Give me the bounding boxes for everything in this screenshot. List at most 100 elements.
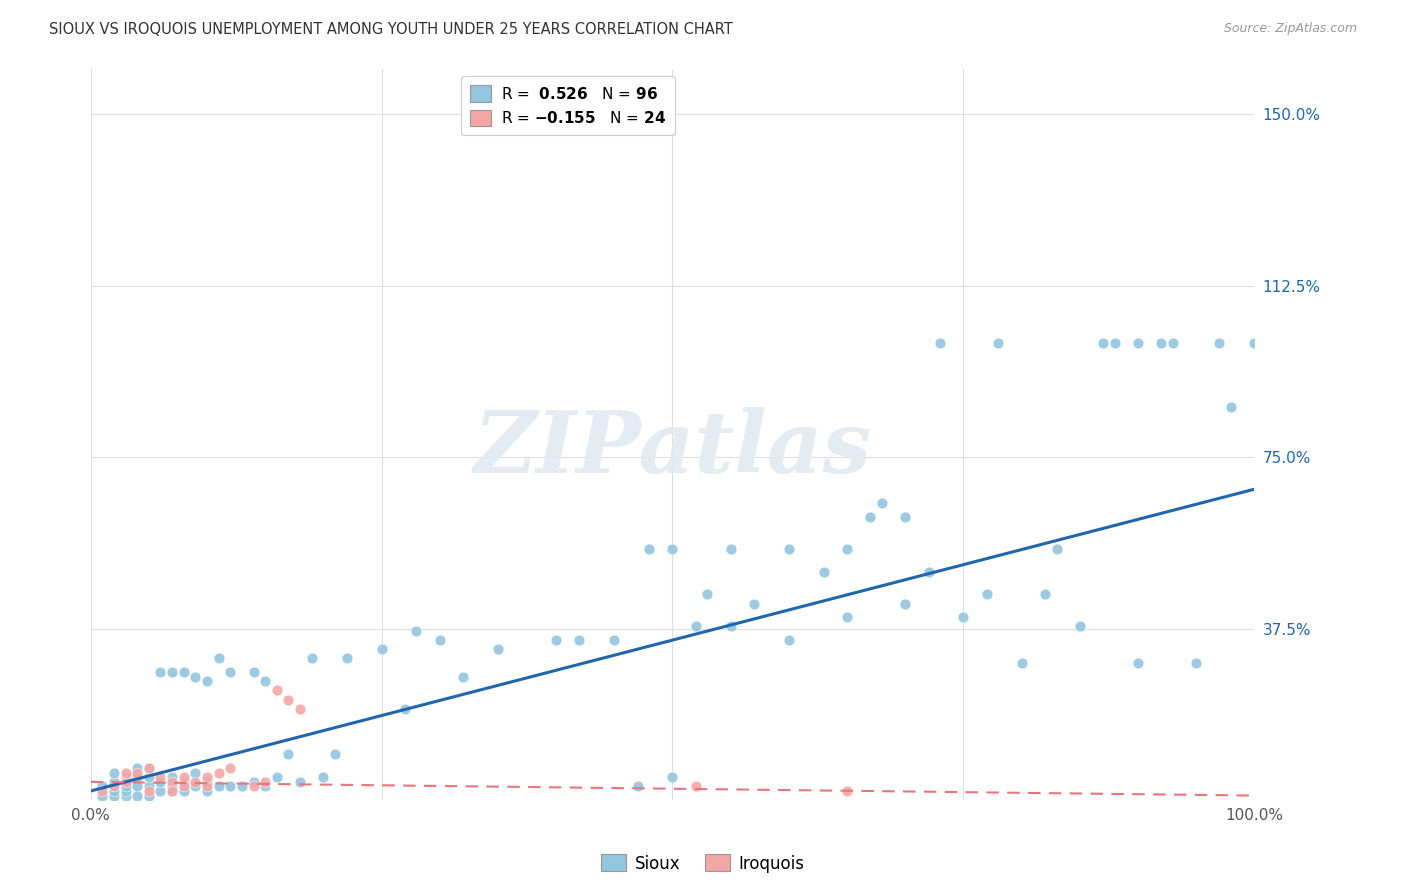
Point (103, 789, 125, 803)
Point (242, 775, 264, 789)
Point (149, 770, 172, 784)
Point (127, 789, 149, 803)
Point (138, 770, 160, 784)
Point (685, 619, 707, 633)
Point (138, 789, 160, 803)
Point (813, 565, 835, 579)
Point (1243, 335, 1265, 350)
Point (429, 633, 451, 648)
Point (195, 674, 218, 689)
Point (160, 770, 183, 784)
Point (277, 692, 299, 706)
Point (114, 775, 136, 789)
Point (312, 770, 335, 784)
Point (835, 541, 858, 556)
Point (1033, 587, 1056, 601)
Point (195, 770, 218, 784)
Point (685, 780, 707, 794)
Legend: Sioux, Iroquois: Sioux, Iroquois (595, 847, 811, 880)
Point (486, 642, 509, 657)
Point (1092, 335, 1115, 350)
Point (207, 780, 229, 794)
Point (254, 775, 277, 789)
Point (254, 780, 277, 794)
Point (835, 610, 858, 624)
Point (173, 665, 195, 679)
Text: SIOUX VS IROQUOIS UNEMPLOYMENT AMONG YOUTH UNDER 25 YEARS CORRELATION CHART: SIOUX VS IROQUOIS UNEMPLOYMENT AMONG YOU… (49, 22, 733, 37)
Point (277, 747, 299, 762)
Point (195, 775, 218, 789)
Point (242, 780, 264, 794)
Point (266, 683, 288, 698)
Text: ZIPatlas: ZIPatlas (474, 408, 872, 491)
Point (254, 674, 277, 689)
Point (160, 775, 183, 789)
Point (917, 565, 939, 579)
Point (1011, 656, 1033, 670)
Point (103, 780, 125, 794)
Point (160, 784, 183, 798)
Point (114, 770, 136, 784)
Point (160, 665, 183, 679)
Point (976, 587, 998, 601)
Point (138, 761, 160, 775)
Point (1045, 541, 1067, 556)
Point (207, 651, 229, 665)
Point (720, 541, 742, 556)
Point (987, 335, 1010, 350)
Point (184, 765, 207, 780)
Point (696, 587, 718, 601)
Point (149, 775, 172, 789)
Point (114, 780, 136, 794)
Point (184, 775, 207, 789)
Point (1069, 619, 1091, 633)
Point (1126, 335, 1149, 350)
Point (184, 780, 207, 794)
Point (451, 670, 474, 684)
Point (870, 496, 893, 510)
Point (661, 541, 683, 556)
Point (219, 761, 242, 775)
Point (184, 670, 207, 684)
Point (603, 633, 626, 648)
Point (1220, 400, 1243, 414)
Point (952, 610, 974, 624)
Point (138, 780, 160, 794)
Point (336, 651, 359, 665)
Point (370, 642, 392, 657)
Point (138, 784, 160, 798)
Point (103, 765, 125, 780)
Point (859, 509, 882, 524)
Point (1185, 656, 1208, 670)
Point (127, 770, 149, 784)
Point (149, 665, 172, 679)
Point (103, 775, 125, 789)
Point (778, 633, 800, 648)
Point (894, 597, 917, 611)
Point (405, 624, 427, 638)
Point (626, 780, 648, 794)
Point (323, 747, 346, 762)
Point (173, 770, 195, 784)
Point (173, 784, 195, 798)
Point (720, 619, 742, 633)
Point (929, 335, 952, 350)
Point (219, 665, 242, 679)
Point (91, 780, 114, 794)
Point (138, 761, 160, 775)
Point (127, 780, 149, 794)
Point (127, 765, 149, 780)
Point (114, 789, 136, 803)
Point (1150, 335, 1173, 350)
Point (742, 597, 765, 611)
Point (301, 651, 323, 665)
Point (173, 780, 195, 794)
Point (568, 633, 591, 648)
Point (114, 765, 136, 780)
Point (288, 775, 311, 789)
Point (546, 633, 568, 648)
Point (173, 775, 195, 789)
Point (1104, 335, 1126, 350)
Point (207, 765, 229, 780)
Point (195, 784, 218, 798)
